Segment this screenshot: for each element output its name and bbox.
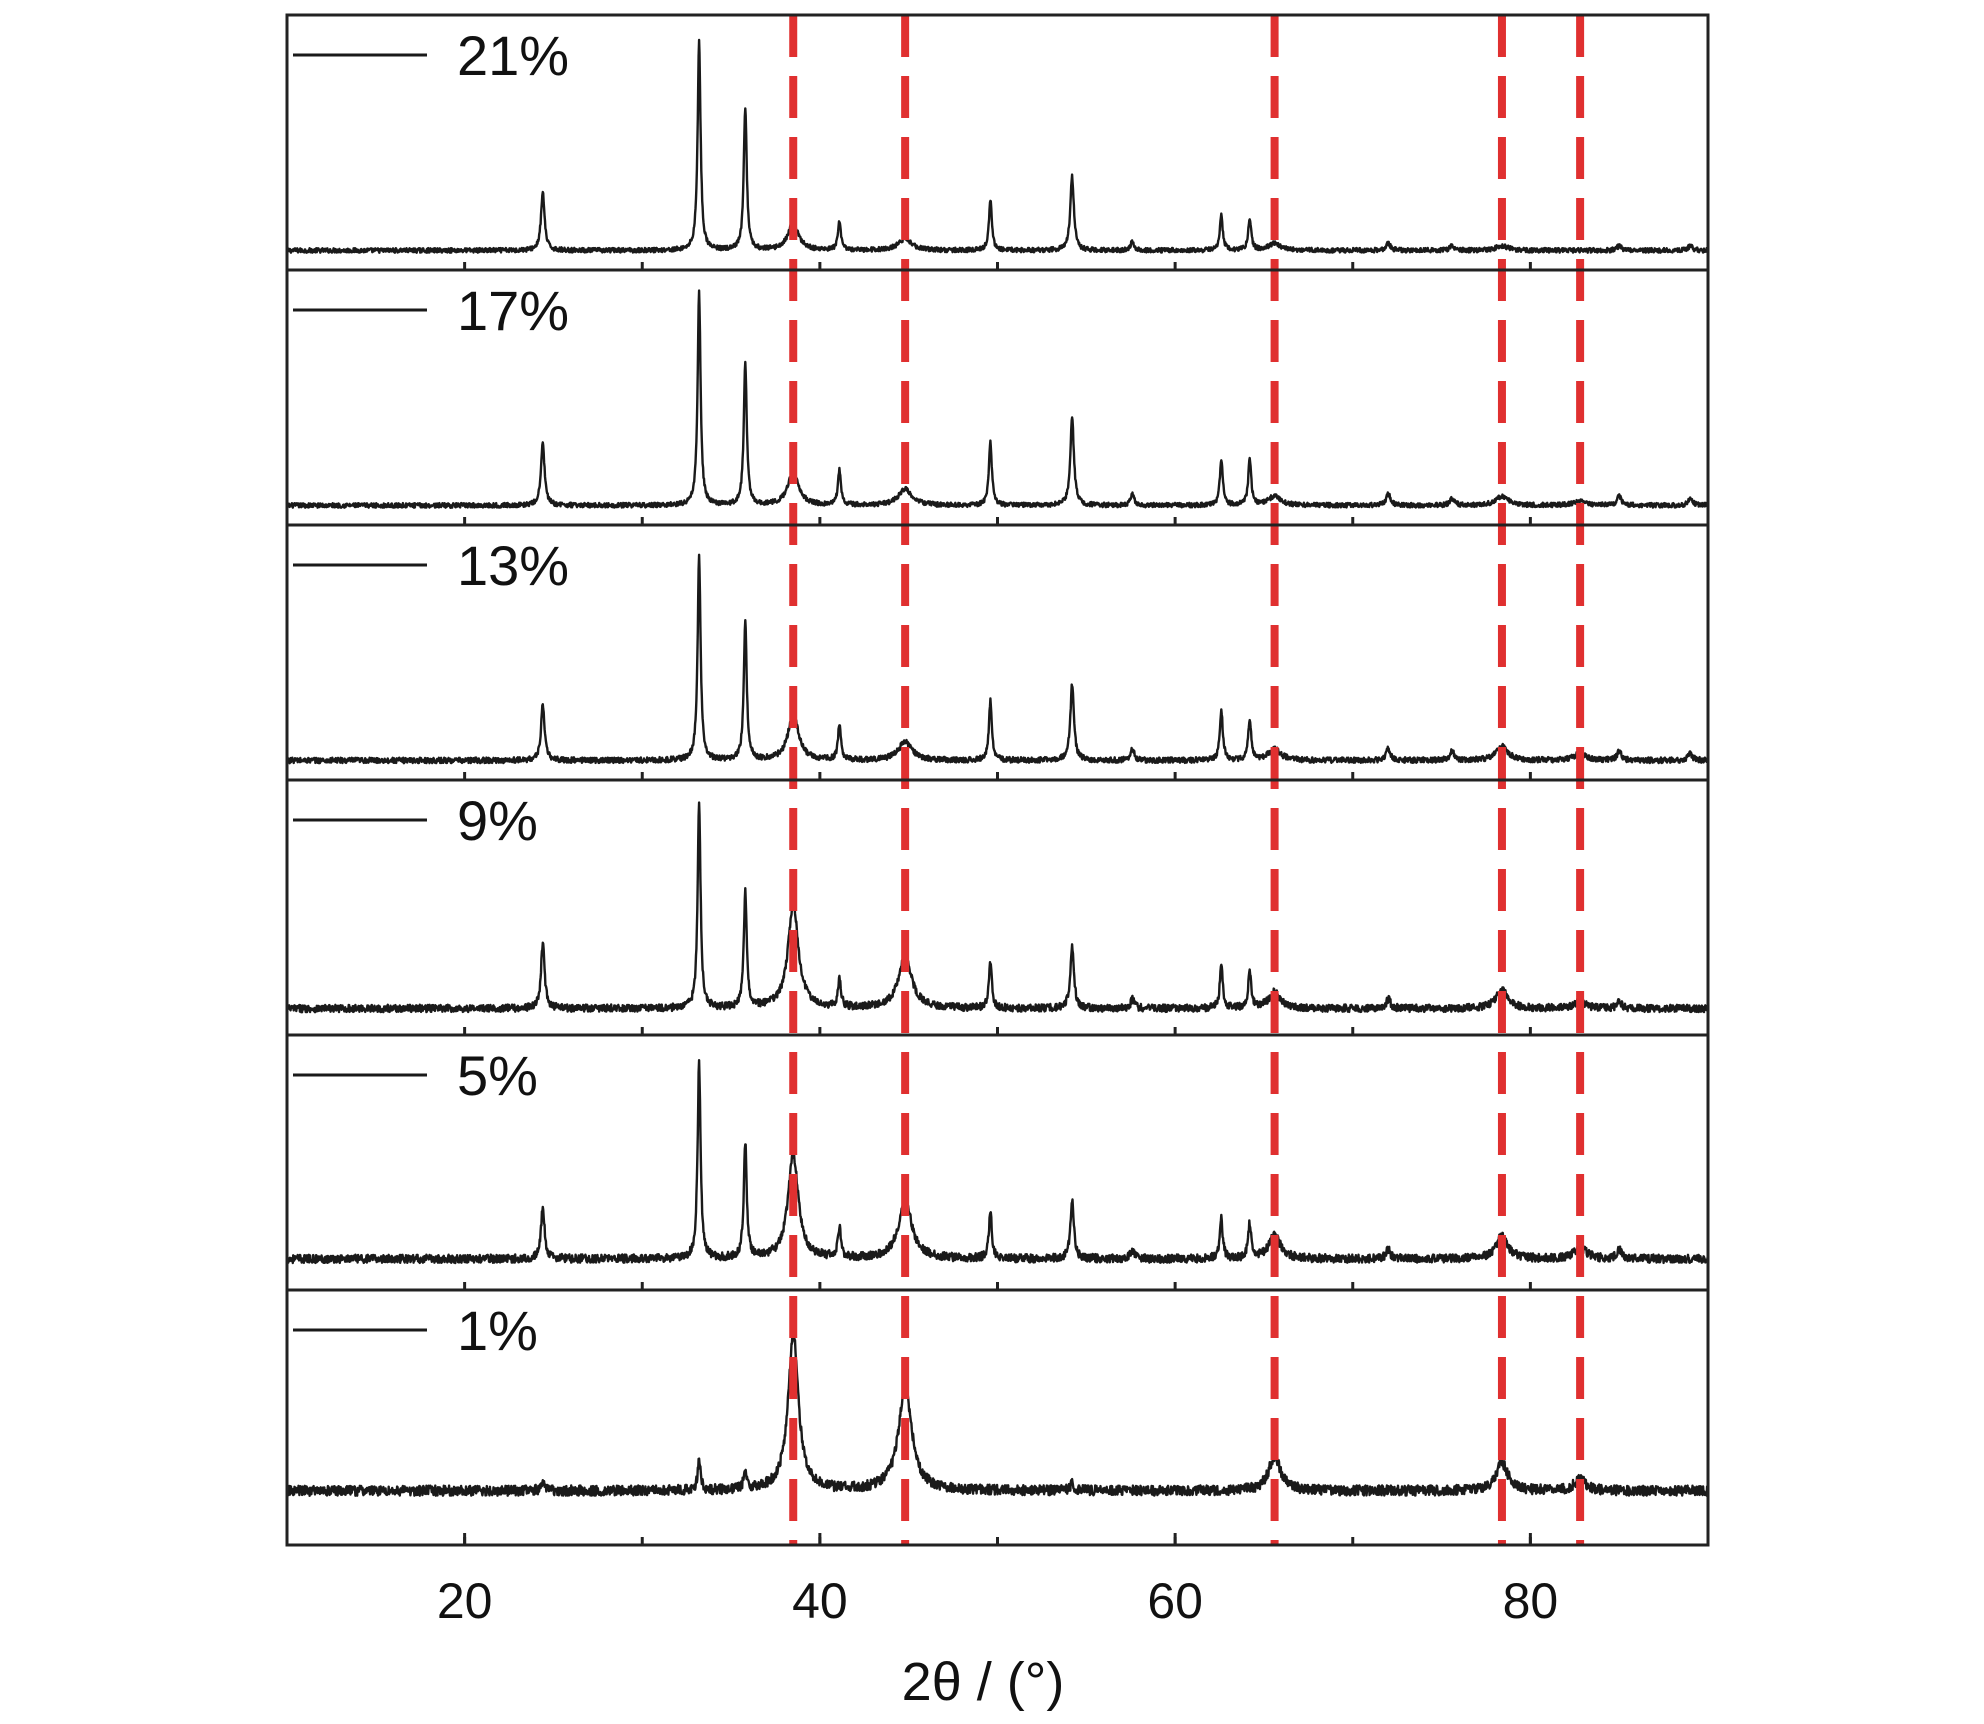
- series-label: 5%: [457, 1044, 538, 1107]
- plot-frame: [285, 13, 1710, 1547]
- series-label: 9%: [457, 789, 538, 852]
- series-trace: [286, 289, 1709, 509]
- series-trace: [285, 801, 1710, 1014]
- diffraction-traces: [285, 38, 1710, 1497]
- x-axis-title: 2θ / (°): [902, 1652, 1065, 1712]
- panel-frames: [285, 13, 1710, 1547]
- series-label: 21%: [457, 24, 569, 87]
- series-trace: [285, 1059, 1709, 1265]
- series-trace: [285, 1327, 1710, 1497]
- x-axis-ticks: 20 40 60 80: [437, 1533, 1558, 1629]
- series-trace: [285, 553, 1710, 765]
- x-tick-label: 20: [437, 1573, 493, 1629]
- series-trace: [285, 38, 1710, 254]
- series-label: 13%: [457, 534, 569, 597]
- panel-legends: 21% 17% 13% 9% 5% 1%: [293, 24, 569, 1362]
- series-label: 17%: [457, 279, 569, 342]
- x-tick-label: 80: [1503, 1573, 1559, 1629]
- x-tick-label: 40: [792, 1573, 848, 1629]
- x-tick-label: 60: [1147, 1573, 1203, 1629]
- series-label: 1%: [457, 1299, 538, 1362]
